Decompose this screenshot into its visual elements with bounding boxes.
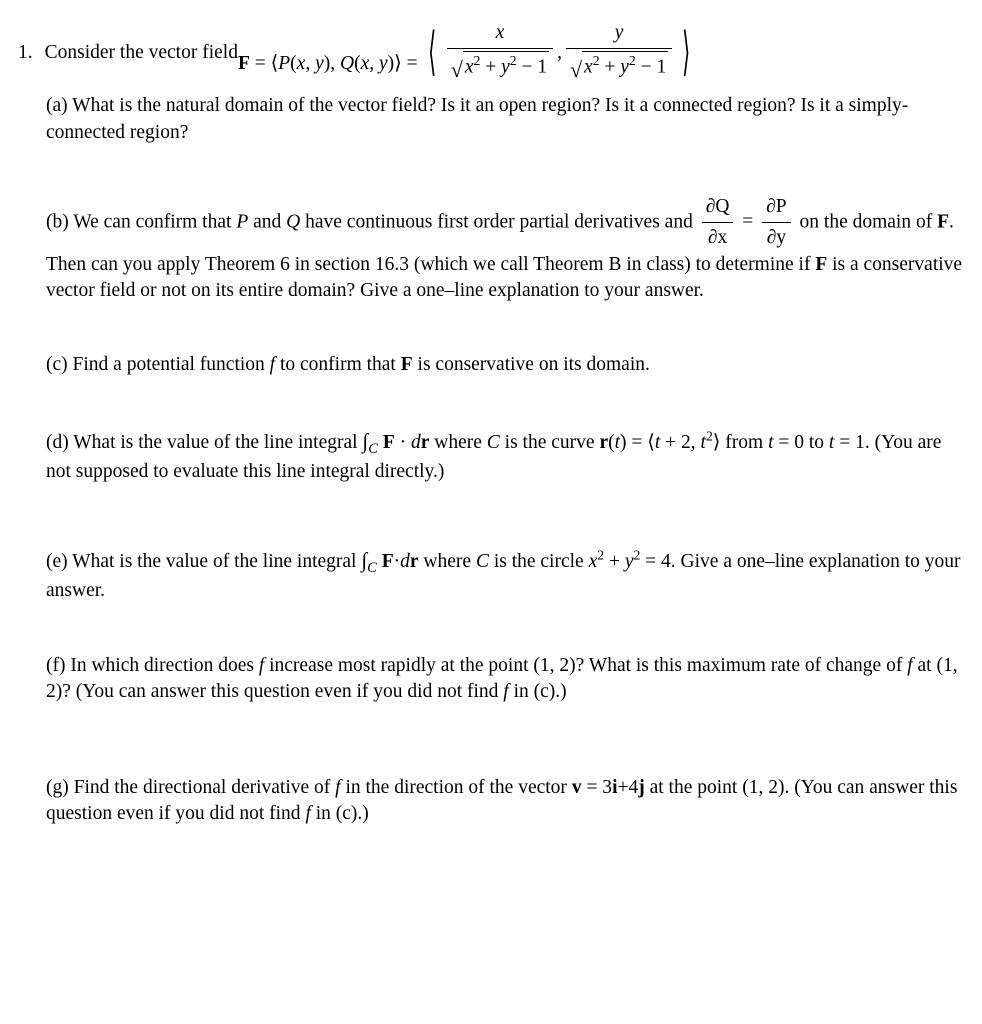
problem-1: 1. Consider the vector field F = ⟨P(x, y…: [18, 20, 964, 828]
f-lead: In which direction does: [65, 655, 258, 676]
g-tail: in (c).): [311, 803, 369, 824]
part-f-label: (f): [46, 655, 65, 676]
sqrt2-body: x2 + y2 − 1: [582, 51, 668, 81]
problem-intro: 1. Consider the vector field F = ⟨P(x, y…: [18, 20, 964, 85]
g-lead: Find the directional derivative of: [69, 777, 335, 798]
frac2-num: y: [566, 20, 672, 49]
sqrt1-body: x2 + y2 − 1: [463, 51, 549, 81]
b-P: P: [236, 211, 248, 232]
d-from: from: [720, 432, 768, 453]
dQ: ∂Q: [702, 194, 734, 223]
part-g: (g) Find the directional derivative of f…: [18, 775, 964, 828]
f-tail: in (c).): [509, 681, 567, 702]
part-c: (c) Find a potential function f to confi…: [18, 352, 964, 378]
part-a-label: (a): [46, 95, 68, 116]
part-b: (b) We can confirm that P and Q have con…: [18, 194, 964, 304]
d-C: C: [487, 432, 500, 453]
d-dot: ·: [395, 432, 411, 453]
d-t: (t) = ⟨t + 2, t2⟩: [608, 432, 720, 453]
c-mid: to confirm that: [275, 354, 401, 375]
xy1: (x, y),: [290, 53, 340, 74]
b-and: and: [248, 211, 286, 232]
e-intsub: C: [367, 559, 377, 575]
e-x: x: [589, 551, 598, 572]
e-eq4: = 4: [640, 551, 671, 572]
e-C: C: [476, 551, 489, 572]
d-to: to: [804, 432, 829, 453]
b-tail1: on the domain of: [800, 211, 938, 232]
frac1-den: √ x2 + y2 − 1: [447, 49, 553, 85]
dy: ∂y: [762, 223, 790, 251]
frac2-den: √ x2 + y2 − 1: [566, 49, 672, 85]
frac1-num: x: [447, 20, 553, 49]
g-eq: = 3: [582, 777, 613, 798]
e-r: r: [410, 551, 419, 572]
e-mid2: is the circle: [489, 551, 589, 572]
sqrt-1: √ x2 + y2 − 1: [451, 51, 549, 81]
g-v: v: [572, 777, 582, 798]
F-symbol: F: [238, 53, 250, 74]
sqrt-icon: √: [451, 59, 463, 81]
d-intsub: C: [368, 441, 378, 457]
c-F: F: [401, 354, 413, 375]
part-c-label: (c): [46, 354, 68, 375]
c-lead: Find a potential function: [68, 354, 270, 375]
dQdx: ∂Q ∂x: [702, 194, 734, 252]
intro-text: Consider the vector field: [45, 40, 238, 66]
e-lead: What is the value of the line integral: [68, 551, 362, 572]
problem-number: 1.: [18, 40, 33, 66]
d-t0: = 0: [773, 432, 804, 453]
e-d: d: [400, 551, 410, 572]
d-F: F: [378, 432, 395, 453]
g-plus: +4: [617, 777, 638, 798]
right-angle-icon: ⟩: [682, 32, 690, 74]
frac-1: x √ x2 + y2 − 1: [447, 20, 553, 85]
f-mid: increase most rapidly at the point (1, 2…: [264, 655, 907, 676]
g-mid: in the direction of the vector: [341, 777, 572, 798]
e-F: F: [377, 551, 394, 572]
b-F: F: [937, 211, 949, 232]
part-e: (e) What is the value of the line integr…: [18, 546, 964, 605]
Q-sym: Q: [340, 53, 354, 74]
big-bracket: ⟨ x √ x2 + y2 − 1 , y √: [422, 20, 696, 85]
dx: ∂x: [702, 223, 734, 251]
dP: ∂P: [762, 194, 790, 223]
part-d-label: (d): [46, 432, 69, 453]
left-angle-icon: ⟨: [429, 32, 437, 74]
part-d: (d) What is the value of the line integr…: [18, 427, 964, 486]
d-integral: ∫C F · dr: [362, 432, 429, 453]
b-eq: =: [742, 211, 758, 232]
part-a-text: What is the natural domain of the vector…: [46, 95, 908, 142]
dPdy: ∂P ∂y: [762, 194, 790, 252]
d-mid: where: [429, 432, 486, 453]
part-e-label: (e): [46, 551, 68, 572]
P-sym: P: [278, 53, 290, 74]
part-a: (a) What is the natural domain of the ve…: [18, 93, 964, 146]
d-r2: r: [599, 432, 608, 453]
b-mid: have continuous first order partial deri…: [300, 211, 697, 232]
d-t1: = 1: [834, 432, 865, 453]
e-plus: + y: [604, 551, 633, 572]
part-b-label: (b): [46, 211, 69, 232]
e-mid: where: [419, 551, 476, 572]
d-d: d: [411, 432, 421, 453]
eq-langle: = ⟨: [255, 53, 278, 74]
e-integral: ∫C F·dr: [361, 551, 418, 572]
c-tail: is conservative on its domain.: [413, 354, 650, 375]
part-g-label: (g): [46, 777, 69, 798]
frac-comma: ,: [557, 40, 562, 66]
part-f: (f) In which direction does f increase m…: [18, 653, 964, 706]
frac-2: y √ x2 + y2 − 1: [566, 20, 672, 85]
d-mid2: is the curve: [500, 432, 600, 453]
sqrt-2: √ x2 + y2 − 1: [570, 51, 668, 81]
b-Q: Q: [286, 211, 300, 232]
xy2: (x, y)⟩ =: [354, 53, 422, 74]
b-F2: F: [815, 254, 827, 275]
sqrt-icon: √: [570, 59, 582, 81]
partial-eq: ∂Q ∂x = ∂P ∂y: [698, 211, 800, 232]
vector-field-expr: F = ⟨P(x, y), Q(x, y)⟩ = ⟨ x √ x2 + y2 −…: [238, 20, 697, 85]
b-lead: We can confirm that: [69, 211, 237, 232]
d-lead: What is the value of the line integral: [69, 432, 363, 453]
d-exp: 2: [706, 428, 713, 443]
